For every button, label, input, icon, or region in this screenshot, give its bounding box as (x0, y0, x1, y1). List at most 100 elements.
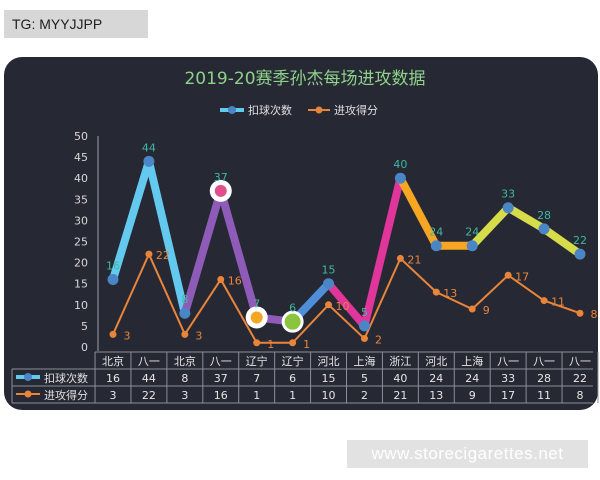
series-1-point (179, 307, 191, 319)
series-1-segment (360, 174, 405, 330)
table-cell-series-2: 9 (469, 389, 476, 402)
series-1-point (107, 273, 119, 285)
table-cell-series-2: 22 (142, 389, 156, 402)
series-2-point (325, 301, 333, 309)
table-cell-series-1: 15 (322, 372, 336, 385)
table-row-header-series-1: 扣球次数 (44, 371, 88, 385)
series-2-point (181, 330, 189, 338)
table-cell-series-1: 6 (289, 372, 296, 385)
legend-marker-series-2 (315, 106, 323, 114)
series-1-data-label: 28 (537, 209, 551, 222)
series-1-segment (180, 186, 225, 318)
table-cell-series-1: 5 (361, 372, 368, 385)
series-2-data-label: 8 (591, 308, 598, 321)
series-1-point (143, 155, 155, 167)
y-tick-label: 25 (74, 236, 88, 249)
series-1-data-label: 6 (289, 302, 296, 315)
legend: 扣球次数 进攻得分 (220, 103, 378, 117)
y-tick-label: 50 (74, 130, 88, 143)
table-cell-series-2: 13 (429, 389, 443, 402)
table-cell-series-1: 40 (393, 372, 407, 385)
chart-title: 2019-20赛季孙杰每场进攻数据 (184, 68, 425, 89)
series-2-data-label: 3 (195, 329, 202, 342)
x-category-label: 八一 (533, 355, 555, 368)
series-2-point (540, 297, 548, 305)
legend-label-series-2: 进攻得分 (334, 103, 378, 117)
series-1-data-label: 24 (465, 226, 479, 239)
table-cell-series-2: 17 (501, 389, 515, 402)
series-1-point (466, 240, 478, 252)
table-cell-series-1: 16 (106, 372, 120, 385)
series-2-data-label: 11 (551, 296, 565, 309)
series-1-segment (504, 203, 549, 233)
table-cell-series-1: 22 (573, 372, 587, 385)
series-1-segment (324, 279, 369, 330)
series-2-point (576, 309, 584, 317)
series-lines (107, 155, 586, 347)
series-1-data-label: 16 (106, 259, 120, 272)
series-1-data-label: 15 (322, 264, 336, 277)
series-1-segment (216, 186, 261, 322)
series-1-point (250, 311, 263, 324)
table-cell-series-2: 3 (181, 389, 188, 402)
table-cell-series-1: 8 (181, 372, 188, 385)
series-2-data-label: 16 (228, 274, 242, 287)
table-cell-series-1: 33 (501, 372, 515, 385)
series-1-point (538, 223, 550, 235)
y-tick-label: 15 (74, 278, 88, 291)
table-cell-series-2: 21 (393, 389, 407, 402)
series-2-data-label: 22 (156, 249, 170, 262)
series-2-point (217, 275, 225, 283)
chart-card (4, 57, 598, 410)
x-category-label: 浙江 (389, 355, 411, 368)
series-1-point (574, 248, 586, 260)
series-1-segment (468, 203, 513, 250)
series-1-data-label: 22 (573, 234, 587, 247)
table-cell-series-1: 7 (253, 372, 260, 385)
y-tick-label: 40 (74, 172, 88, 185)
series-1-point (358, 320, 370, 332)
y-tick-label: 0 (81, 341, 88, 354)
series-2-data-label: 10 (336, 300, 350, 313)
series-2-point (109, 330, 117, 338)
tag-label: TG: MYYJJPP (4, 10, 148, 38)
legend-label-series-1: 扣球次数 (248, 103, 292, 117)
y-tick-label: 5 (81, 320, 88, 333)
series-1-point (214, 184, 227, 197)
x-category-label: 上海 (353, 354, 375, 368)
x-category-label: 辽宁 (282, 354, 304, 368)
x-category-label: 八一 (138, 355, 160, 368)
x-category-label: 上海 (461, 354, 483, 368)
series-1-segment (109, 157, 153, 284)
table-cell-series-2: 2 (361, 389, 368, 402)
table-cell-series-1: 44 (142, 372, 156, 385)
watermark: www.storecigarettes.net (347, 440, 588, 468)
y-tick-label: 35 (74, 193, 88, 206)
series-1-data-label: 24 (429, 226, 443, 239)
table-cell-series-2: 1 (289, 389, 296, 402)
series-1-point (284, 313, 301, 330)
series-1-data-label: 40 (393, 158, 407, 171)
series-1-point (394, 172, 406, 184)
series-2-data-label: 1 (303, 338, 310, 351)
series-1-segment (144, 157, 189, 318)
table-cell-series-1: 28 (537, 372, 551, 385)
series-2-point (145, 250, 153, 258)
data-table: 北京 16 3 八一 44 22 北京 8 3 八一 37 16 辽宁 7 1 辽宁 6 1 河北 15 10 上海 5 2 浙… (11, 351, 599, 404)
series-2-data-label: 2 (375, 334, 382, 347)
table-cell-series-1: 24 (429, 372, 443, 385)
table-cell-series-1: 37 (214, 372, 228, 385)
x-category-label: 八一 (210, 355, 232, 368)
series-2-data-label: 3 (124, 329, 131, 342)
table-cell-series-2: 1 (253, 389, 260, 402)
series-2-data-label: 9 (483, 304, 490, 317)
series-2-data-label: 13 (443, 287, 457, 300)
x-category-label: 河北 (425, 355, 447, 368)
series-1-point (430, 240, 442, 252)
series-1-segment (396, 174, 441, 250)
series-2-point (360, 335, 368, 343)
table-cell-series-2: 8 (577, 389, 584, 402)
series-2-point (289, 339, 297, 347)
